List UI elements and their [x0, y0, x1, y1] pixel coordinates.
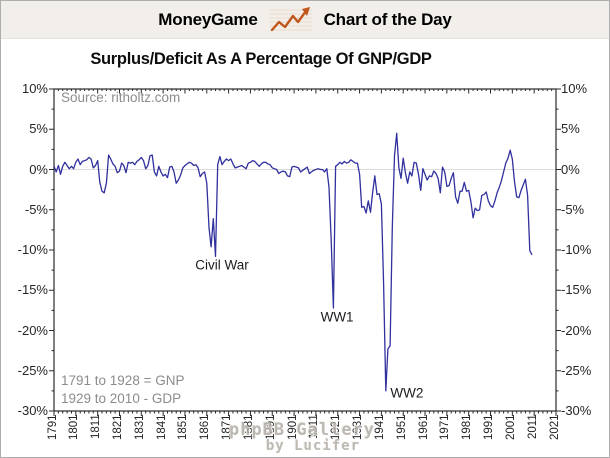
chart-title: Surplus/Deficit As A Percentage Of GNP/G… [90, 50, 432, 68]
y-axis-label-left: 5% [29, 121, 48, 137]
y-axis-label-left: 10% [21, 81, 48, 96]
y-axis-label-left: -15% [17, 282, 48, 298]
x-axis-label: 1811 [90, 414, 103, 439]
annotation-civil-war: Civil War [195, 257, 249, 273]
y-axis-label-left: -5% [24, 201, 48, 217]
x-axis-label: 2021 [548, 414, 561, 440]
x-axis-label: 1981 [461, 414, 474, 440]
y-axis-label-right: 5% [561, 121, 580, 137]
deficit-line-series [53, 132, 533, 392]
x-axis-label: 1821 [111, 414, 124, 440]
x-axis-label: 1991 [483, 414, 496, 440]
x-axis-label: 1861 [199, 414, 212, 440]
x-axis-label: 1791 [46, 414, 59, 440]
brand-name: MoneyGame [158, 9, 258, 29]
header-band: MoneyGame Chart of the Day [1, 1, 609, 39]
x-axis-label: 1961 [417, 414, 430, 440]
x-axis-label: 1951 [395, 414, 408, 440]
series-note-gdp: 1929 to 2010 - GDP [61, 391, 182, 406]
y-axis-label-right: -10% [561, 242, 592, 257]
x-axis-label: 2011 [526, 414, 539, 439]
series-note-gnp: 1791 to 1928 = GNP [61, 373, 185, 388]
x-axis-label: 2001 [504, 414, 517, 440]
y-axis-label-left: -30% [17, 403, 48, 418]
y-axis-label-right: 0% [561, 161, 580, 177]
y-axis-label-right: -15% [561, 282, 592, 298]
y-axis-label-right: -5% [561, 201, 585, 217]
x-axis-label: 1971 [439, 414, 452, 440]
annotation-ww2: WW2 [390, 385, 424, 401]
x-axis-label: 1851 [177, 414, 190, 440]
watermark-line2: by Lucifer [265, 438, 361, 454]
y-axis-label-left: -10% [17, 242, 48, 257]
watermark-line1: phpBB Gallery [228, 420, 376, 440]
y-axis-label-right: -20% [561, 322, 592, 338]
x-axis-label: 1841 [155, 414, 168, 440]
plot-frame [53, 88, 557, 412]
x-axis-label: 1801 [68, 414, 81, 440]
line-chart-icon [269, 6, 312, 31]
y-axis-label-left: 0% [29, 161, 48, 177]
y-axis-label-left: -25% [17, 362, 48, 378]
y-axis-label-left: -20% [17, 322, 48, 338]
y-axis-label-right: -25% [561, 362, 592, 378]
header-title: Chart of the Day [323, 9, 452, 29]
annotation-ww1: WW1 [320, 309, 354, 325]
source-note: Source: ritholtz.com [61, 90, 181, 105]
y-axis-label-right: -30% [561, 403, 592, 418]
axis-ticks [49, 88, 561, 416]
y-axis-label-right: 10% [561, 81, 588, 96]
x-axis-label: 1831 [133, 414, 146, 440]
